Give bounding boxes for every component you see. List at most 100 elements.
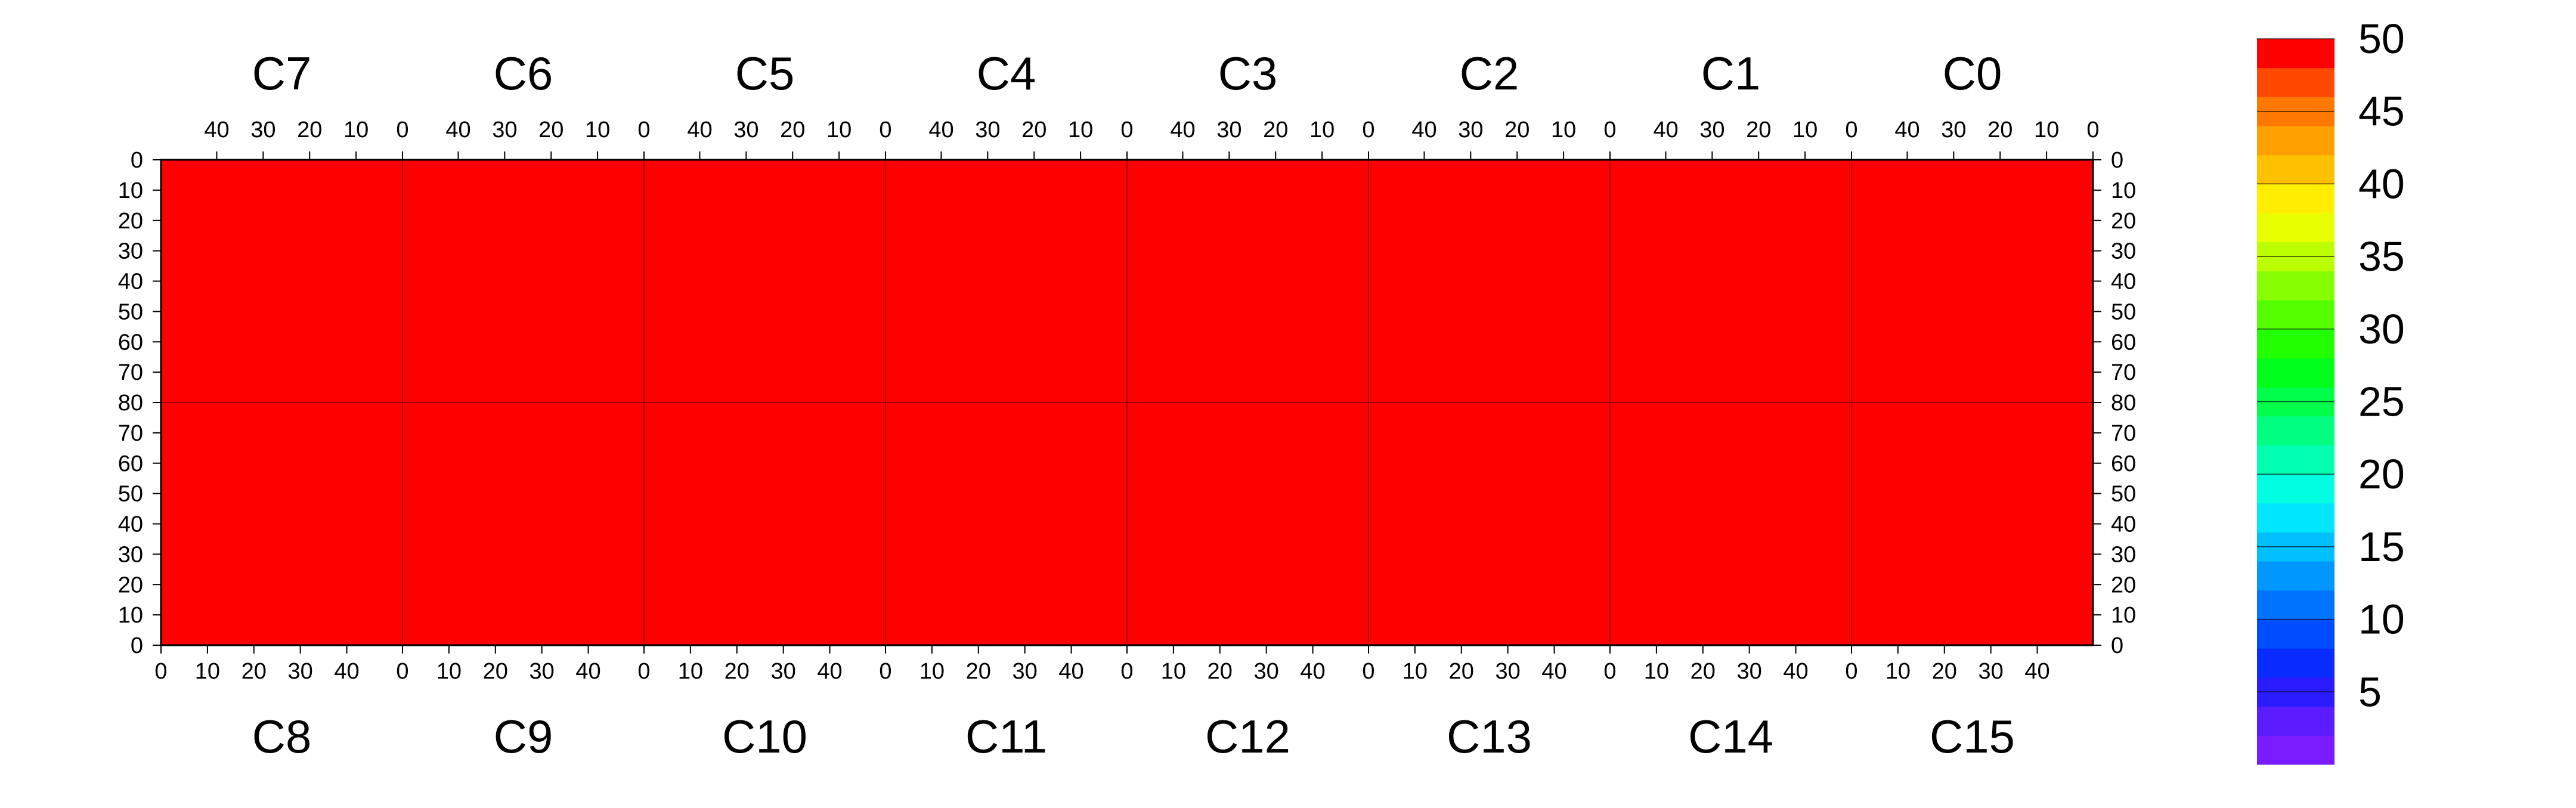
right-y-tick-label: 70 (2111, 421, 2136, 446)
colorbar-tick-label: 40 (2358, 160, 2405, 207)
colorbar-segment (2257, 39, 2334, 69)
colorbar-segment (2257, 503, 2334, 533)
left-y-tick-label: 20 (118, 209, 143, 234)
bottom-x-tick-label: 20 (1690, 659, 1716, 684)
top-x-tick-label: 40 (687, 117, 712, 143)
bottom-x-tick-label: 40 (1783, 659, 1808, 684)
top-x-tick-label: 30 (975, 117, 1000, 143)
colorbar-tick-label: 5 (2358, 668, 2382, 715)
top-x-tick-label: 30 (492, 117, 517, 143)
top-chip-label: C0 (1943, 47, 2002, 100)
colorbar-segment (2257, 154, 2334, 184)
top-x-tick-label: 0 (1362, 117, 1374, 143)
top-x-tick-label: 40 (1894, 117, 1919, 143)
top-x-tick-label: 20 (1746, 117, 1771, 143)
right-y-tick-label: 10 (2111, 178, 2136, 203)
colorbar-segment (2257, 126, 2334, 156)
bottom-chip-label: C10 (722, 710, 807, 763)
top-x-tick-label: 40 (1653, 117, 1678, 143)
bottom-x-tick-label: 40 (1541, 659, 1566, 684)
bottom-chip-label: C9 (494, 710, 553, 763)
bottom-chip-label: C12 (1205, 710, 1290, 763)
bottom-x-tick-label: 30 (1496, 659, 1521, 684)
left-y-tick-label: 10 (118, 603, 143, 628)
bottom-x-tick-label: 20 (1449, 659, 1474, 684)
top-x-tick-label: 10 (1068, 117, 1093, 143)
bottom-x-tick-label: 30 (771, 659, 796, 684)
bottom-chip-label: C13 (1447, 710, 1532, 763)
right-y-tick-label: 10 (2111, 603, 2136, 628)
right-y-tick-label: 20 (2111, 209, 2136, 234)
top-x-tick-label: 40 (1170, 117, 1195, 143)
top-chip-label: C3 (1218, 47, 1278, 100)
right-y-tick-label: 60 (2111, 330, 2136, 355)
top-x-tick-label: 20 (1504, 117, 1530, 143)
bottom-x-tick-label: 10 (1402, 659, 1428, 684)
bottom-x-tick-label: 40 (817, 659, 842, 684)
right-y-tick-label: 40 (2111, 512, 2136, 537)
right-y-tick-label: 0 (2111, 633, 2123, 658)
bottom-x-tick-label: 10 (678, 659, 703, 684)
colorbar-segment (2257, 184, 2334, 213)
colorbar-segment (2257, 67, 2334, 97)
colorbar-tick-label: 30 (2358, 306, 2405, 352)
top-x-tick-label: 40 (1411, 117, 1436, 143)
right-y-tick-label: 30 (2111, 239, 2136, 264)
bottom-x-tick-label: 40 (1300, 659, 1325, 684)
bottom-x-tick-label: 10 (195, 659, 220, 684)
top-x-tick-label: 20 (538, 117, 564, 143)
bottom-x-tick-label: 20 (483, 659, 508, 684)
left-y-tick-label: 0 (131, 633, 143, 658)
bottom-chip-label: C14 (1688, 710, 1773, 763)
bottom-x-tick-label: 20 (1932, 659, 1957, 684)
colorbar-segment (2257, 561, 2334, 591)
left-y-tick-label: 40 (118, 270, 143, 295)
colorbar-tick-label: 20 (2358, 451, 2405, 497)
bottom-x-tick-label: 0 (1362, 659, 1374, 684)
right-y-tick-label: 40 (2111, 270, 2136, 295)
colorbar-segment (2257, 619, 2334, 649)
bottom-x-tick-label: 10 (919, 659, 945, 684)
bottom-x-tick-label: 20 (966, 659, 991, 684)
bottom-x-tick-label: 40 (334, 659, 359, 684)
right-y-tick-label: 0 (2111, 148, 2123, 173)
top-x-tick-label: 30 (733, 117, 758, 143)
right-y-tick-label: 20 (2111, 572, 2136, 598)
top-x-tick-label: 20 (1987, 117, 2012, 143)
colorbar-segment (2257, 358, 2334, 388)
colorbar-tick-label: 50 (2358, 16, 2405, 62)
left-y-tick-label: 50 (118, 482, 143, 507)
colorbar-tick-label: 35 (2358, 233, 2405, 280)
top-x-tick-label: 10 (826, 117, 852, 143)
colorbar-segment (2257, 474, 2334, 504)
left-y-tick-label: 50 (118, 299, 143, 324)
bottom-x-tick-label: 30 (530, 659, 555, 684)
bottom-x-tick-label: 10 (1885, 659, 1911, 684)
top-x-tick-label: 0 (1603, 117, 1616, 143)
bottom-x-tick-label: 40 (575, 659, 600, 684)
top-chip-label: C1 (1701, 47, 1761, 100)
bottom-x-tick-label: 0 (1845, 659, 1857, 684)
bottom-x-tick-label: 20 (724, 659, 750, 684)
top-x-tick-label: 10 (1551, 117, 1576, 143)
colorbar-segment (2257, 271, 2334, 301)
colorbar-segment (2257, 416, 2334, 446)
top-x-tick-label: 30 (250, 117, 275, 143)
left-y-tick-label: 70 (118, 421, 143, 446)
top-x-tick-label: 10 (585, 117, 610, 143)
top-chip-label: C7 (252, 47, 312, 100)
top-chip-label: C6 (494, 47, 553, 100)
bottom-x-tick-label: 10 (1644, 659, 1669, 684)
bottom-x-tick-label: 30 (288, 659, 313, 684)
top-x-tick-label: 30 (1941, 117, 1966, 143)
left-y-tick-label: 10 (118, 178, 143, 203)
colorbar-tick-label: 25 (2358, 379, 2405, 425)
top-x-tick-label: 20 (1263, 117, 1288, 143)
bottom-x-tick-label: 40 (2024, 659, 2049, 684)
right-y-tick-label: 30 (2111, 542, 2136, 567)
top-x-tick-label: 20 (780, 117, 805, 143)
bottom-x-tick-label: 10 (436, 659, 462, 684)
top-x-tick-label: 20 (1021, 117, 1046, 143)
bottom-x-tick-label: 0 (1603, 659, 1616, 684)
